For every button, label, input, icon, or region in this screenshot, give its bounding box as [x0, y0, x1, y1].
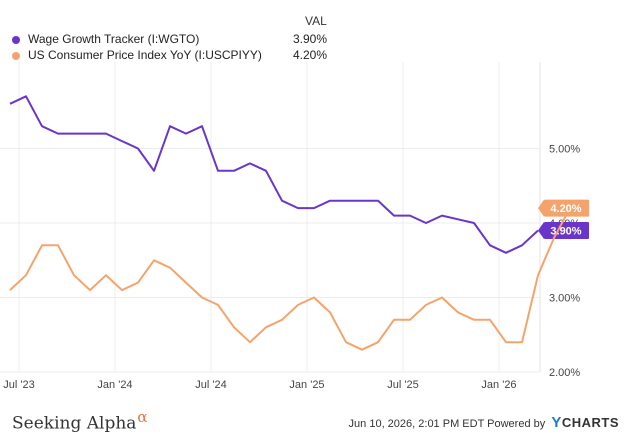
- timestamp-attribution: Jun 10, 2026, 2:01 PM EDT Powered by YCH…: [349, 414, 619, 431]
- x-tick-label: Jan '26: [481, 379, 516, 391]
- alpha-mark: α: [137, 408, 148, 426]
- legend-series-name: US Consumer Price Index YoY (I:USCPIYY): [28, 48, 262, 62]
- x-tick-label: Jan '25: [289, 379, 324, 391]
- x-tick-label: Jul '23: [3, 379, 34, 391]
- end-value-badge-pointer: [538, 199, 544, 217]
- end-value-badge: [544, 199, 589, 217]
- series-line-cpi: [9, 207, 571, 351]
- y-tick-label: 5.00%: [549, 144, 580, 156]
- legend-value-header: VAL: [305, 14, 327, 28]
- x-tick-label: Jul '24: [195, 379, 226, 391]
- x-tick-label: Jan '24: [97, 379, 132, 391]
- legend-item-cpi[interactable]: US Consumer Price Index YoY (I:USCPIYY) …: [0, 48, 635, 64]
- series-color-dot: [12, 52, 20, 60]
- seeking-alpha-logo[interactable]: Seeking Alphaα: [12, 408, 148, 434]
- ycharts-rest: CHARTS: [561, 415, 619, 430]
- legend-series-value: 3.90%: [293, 32, 328, 46]
- timestamp-text: Jun 10, 2026, 2:01 PM EDT Powered by: [348, 418, 546, 430]
- y-tick-label: 3.00%: [549, 293, 580, 305]
- y-tick-label: 2.00%: [549, 367, 580, 379]
- legend-item-wage-growth[interactable]: Wage Growth Tracker (I:WGTO) 3.90%: [0, 32, 635, 48]
- ycharts-logo[interactable]: YCHARTS: [551, 414, 619, 431]
- end-value-label: 4.20%: [550, 203, 581, 215]
- legend-series-name: Wage Growth Tracker (I:WGTO): [28, 32, 200, 46]
- ycharts-y: Y: [551, 414, 562, 431]
- x-tick-label: Jul '25: [387, 379, 418, 391]
- chart-legend: VAL Wage Growth Tracker (I:WGTO) 3.90% U…: [0, 0, 635, 62]
- brand-name: Seeking Alpha: [12, 413, 137, 434]
- series-line-wage-growth: [9, 95, 539, 254]
- series-color-dot: [12, 36, 20, 44]
- end-value-badge-pointer: [538, 221, 544, 239]
- legend-series-value: 4.20%: [293, 48, 328, 62]
- footer: Seeking Alphaα Jun 10, 2026, 2:01 PM EDT…: [0, 400, 635, 439]
